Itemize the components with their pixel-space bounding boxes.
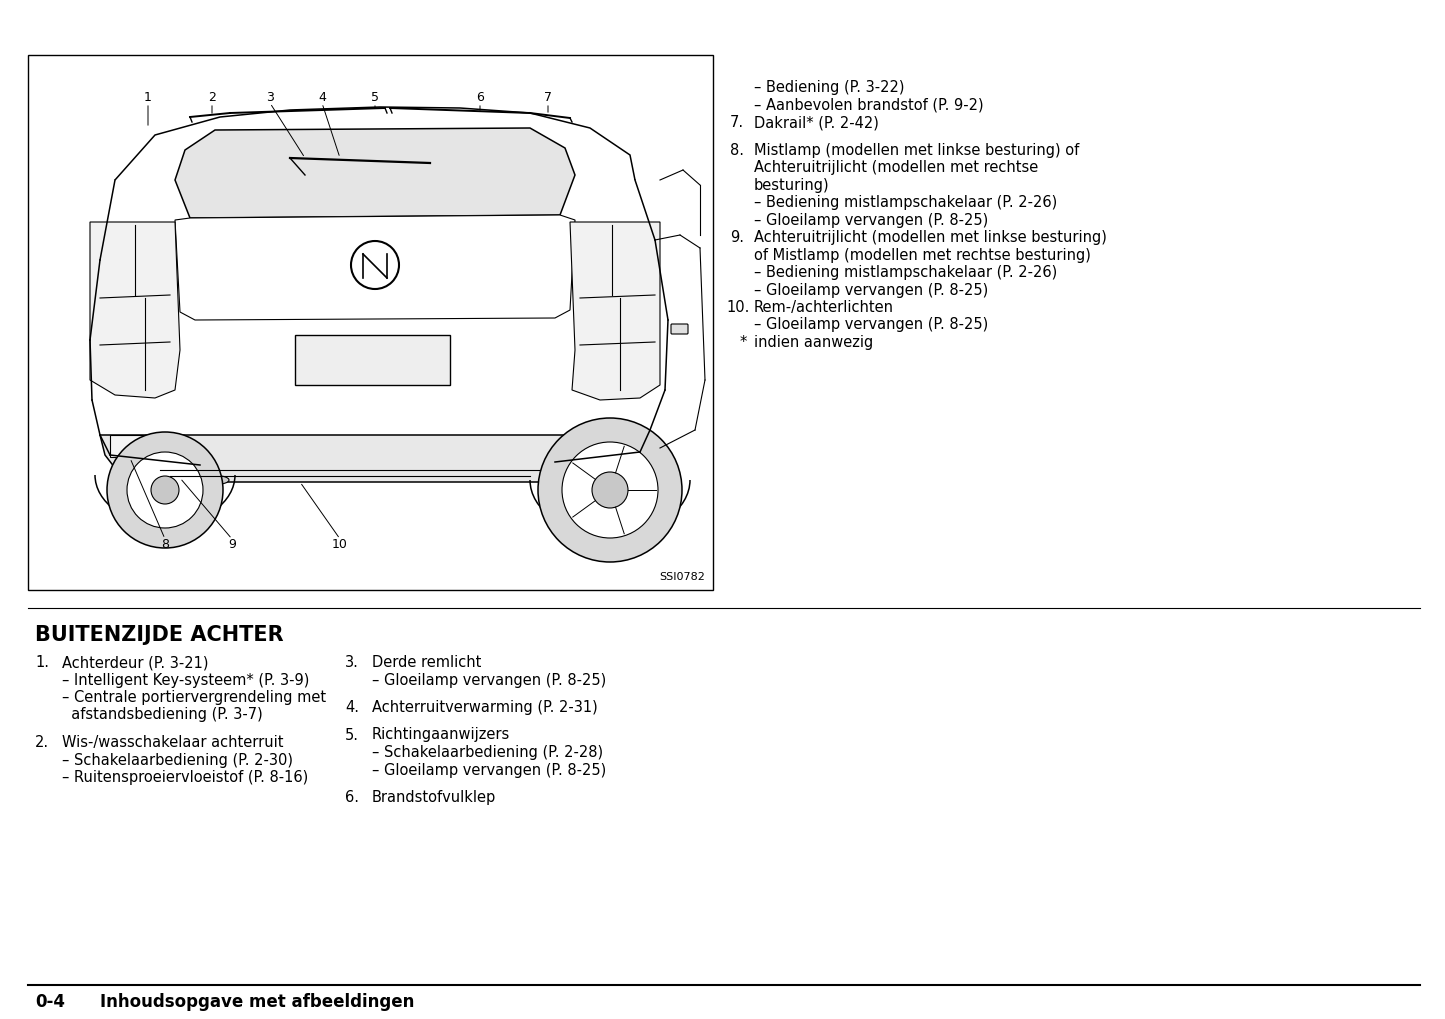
Text: 4.: 4. <box>345 700 358 715</box>
Text: 9.: 9. <box>730 230 744 245</box>
Circle shape <box>127 452 202 528</box>
Text: 6.: 6. <box>345 790 358 805</box>
Text: afstandsbediening (P. 3-7): afstandsbediening (P. 3-7) <box>62 707 263 722</box>
Text: Mistlamp (modellen met linkse besturing) of: Mistlamp (modellen met linkse besturing)… <box>754 143 1079 158</box>
Ellipse shape <box>160 476 189 484</box>
Text: of Mistlamp (modellen met rechtse besturing): of Mistlamp (modellen met rechtse bestur… <box>754 248 1091 263</box>
Text: SSI0782: SSI0782 <box>659 572 705 582</box>
Text: – Bediening mistlampschakelaar (P. 2-26): – Bediening mistlampschakelaar (P. 2-26) <box>754 265 1058 280</box>
Circle shape <box>107 432 223 548</box>
Text: Wis-/wasschakelaar achterruit: Wis-/wasschakelaar achterruit <box>62 735 283 750</box>
Text: besturing): besturing) <box>754 177 829 193</box>
Text: 5.: 5. <box>345 728 358 743</box>
Text: 3.: 3. <box>345 655 358 671</box>
Text: 4: 4 <box>318 91 327 104</box>
Text: *: * <box>740 335 747 350</box>
Text: Derde remlicht: Derde remlicht <box>371 655 481 671</box>
Text: Richtingaanwijzers: Richtingaanwijzers <box>371 728 510 743</box>
Text: – Ruitensproeiervloeistof (P. 8-16): – Ruitensproeiervloeistof (P. 8-16) <box>62 770 308 785</box>
Circle shape <box>562 442 657 538</box>
Ellipse shape <box>201 476 228 484</box>
Text: Brandstofvulklep: Brandstofvulklep <box>371 790 496 805</box>
Bar <box>110 435 158 457</box>
Bar <box>295 335 449 385</box>
Text: 10: 10 <box>332 538 348 551</box>
Text: – Centrale portiervergrendeling met: – Centrale portiervergrendeling met <box>62 690 327 705</box>
Text: Achteruitrijlicht (modellen met linkse besturing): Achteruitrijlicht (modellen met linkse b… <box>754 230 1107 245</box>
Text: – Schakelaarbediening (P. 2-30): – Schakelaarbediening (P. 2-30) <box>62 752 293 767</box>
Text: indien aanwezig: indien aanwezig <box>754 335 873 350</box>
Text: 1: 1 <box>144 91 152 104</box>
Text: BUITENZIJDE ACHTER: BUITENZIJDE ACHTER <box>35 625 283 645</box>
Text: – Gloeilamp vervangen (P. 8-25): – Gloeilamp vervangen (P. 8-25) <box>371 762 607 777</box>
Text: – Bediening (P. 3-22): – Bediening (P. 3-22) <box>754 81 905 95</box>
Text: 5: 5 <box>371 91 379 104</box>
Text: 8: 8 <box>160 538 169 551</box>
Text: Inhoudsopgave met afbeeldingen: Inhoudsopgave met afbeeldingen <box>100 993 415 1011</box>
Polygon shape <box>175 128 575 218</box>
FancyBboxPatch shape <box>670 324 688 334</box>
Text: 10.: 10. <box>725 300 750 315</box>
Polygon shape <box>569 222 660 400</box>
Text: 8.: 8. <box>730 143 744 158</box>
Text: – Aanbevolen brandstof (P. 9-2): – Aanbevolen brandstof (P. 9-2) <box>754 98 984 112</box>
Polygon shape <box>175 215 575 320</box>
Text: – Bediening mistlampschakelaar (P. 2-26): – Bediening mistlampschakelaar (P. 2-26) <box>754 195 1058 210</box>
Text: Achterruitverwarming (P. 2-31): Achterruitverwarming (P. 2-31) <box>371 700 598 715</box>
Polygon shape <box>90 222 181 398</box>
Text: – Schakelaarbediening (P. 2-28): – Schakelaarbediening (P. 2-28) <box>371 745 603 760</box>
Circle shape <box>538 418 682 562</box>
Text: 6: 6 <box>475 91 484 104</box>
Text: Dakrail* (P. 2-42): Dakrail* (P. 2-42) <box>754 115 879 130</box>
Text: 7: 7 <box>543 91 552 104</box>
Text: Achterdeur (P. 3-21): Achterdeur (P. 3-21) <box>62 655 208 671</box>
Text: – Gloeilamp vervangen (P. 8-25): – Gloeilamp vervangen (P. 8-25) <box>754 213 988 227</box>
Text: 0-4: 0-4 <box>35 993 65 1011</box>
Text: – Gloeilamp vervangen (P. 8-25): – Gloeilamp vervangen (P. 8-25) <box>371 673 607 688</box>
Text: – Intelligent Key-systeem* (P. 3-9): – Intelligent Key-systeem* (P. 3-9) <box>62 673 309 688</box>
Text: 9: 9 <box>228 538 236 551</box>
Polygon shape <box>100 435 647 482</box>
Text: 7.: 7. <box>730 115 744 130</box>
Text: 2: 2 <box>208 91 215 104</box>
Text: Rem-/achterlichten: Rem-/achterlichten <box>754 300 894 315</box>
Bar <box>27 55 712 590</box>
Circle shape <box>592 472 629 508</box>
Bar <box>590 435 634 457</box>
Text: 2.: 2. <box>35 735 49 750</box>
Text: – Gloeilamp vervangen (P. 8-25): – Gloeilamp vervangen (P. 8-25) <box>754 282 988 298</box>
Circle shape <box>150 476 179 504</box>
Text: 1.: 1. <box>35 655 49 671</box>
Text: – Gloeilamp vervangen (P. 8-25): – Gloeilamp vervangen (P. 8-25) <box>754 318 988 332</box>
Text: Achteruitrijlicht (modellen met rechtse: Achteruitrijlicht (modellen met rechtse <box>754 160 1039 175</box>
Text: 3: 3 <box>266 91 275 104</box>
